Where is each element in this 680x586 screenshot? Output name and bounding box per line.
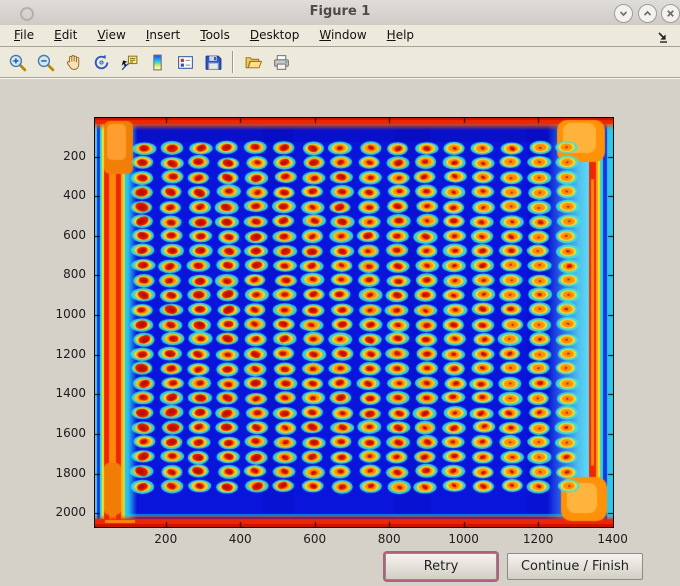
dock-arrow-icon [658,32,667,43]
titlebar[interactable]: Figure 1 [0,0,680,26]
printer-icon [273,54,289,70]
toolbar-separator [232,51,234,73]
axes-box [94,117,614,528]
dock-figure-button[interactable] [656,29,670,43]
continue-finish-button[interactable]: Continue / Finish [507,553,643,580]
y-tick-label: 1800 [55,465,86,480]
y-tick-label: 1600 [55,425,86,440]
save-figure-button[interactable] [199,48,227,76]
menubar: File Edit View Insert Tools Desktop Wind… [0,25,680,47]
x-tick-label: 1400 [597,532,628,546]
open-file-button[interactable] [239,48,267,76]
menu-desktop[interactable]: Desktop [249,28,300,42]
zoom-out-icon [37,54,54,71]
colorbar-icon [152,54,162,70]
rotate-3d-button[interactable] [87,48,115,76]
x-tick-label: 800 [377,532,401,546]
x-tick-label: 600 [303,532,327,546]
insert-legend-button[interactable] [171,48,199,76]
plot-canvas[interactable] [95,118,613,527]
y-tick-label: 1200 [55,346,86,361]
chevron-down-icon [619,11,628,17]
maximize-button[interactable] [638,4,657,23]
y-tick-label: 600 [63,227,86,242]
y-tick-label: 800 [63,267,86,282]
zoom-in-button[interactable] [3,48,31,76]
x-tick-label: 200 [154,532,178,546]
menu-file[interactable]: File [14,28,35,42]
save-floppy-icon [205,55,221,70]
y-tick-label: 400 [63,188,86,203]
zoom-out-button[interactable] [31,48,59,76]
retry-button[interactable]: Retry [385,553,497,580]
data-cursor-button[interactable] [115,48,143,76]
menu-edit[interactable]: Edit [54,28,78,42]
close-button[interactable] [661,4,680,23]
y-tick-label: 200 [63,148,86,163]
x-tick-label: 1200 [522,532,554,546]
chevron-up-icon [643,10,652,16]
menu-tools[interactable]: Tools [200,28,230,42]
menu-view[interactable]: View [97,28,126,42]
figure-toolbar [0,47,680,78]
open-folder-icon [245,56,262,68]
legend-icon [177,55,193,69]
y-tick-label: 1400 [55,386,86,401]
y-tick-label: 2000 [55,505,86,520]
menu-insert[interactable]: Insert [145,28,181,42]
menu-help[interactable]: Help [386,28,415,42]
x-tick-label: 1000 [448,532,479,546]
window-title: Figure 1 [309,4,371,19]
print-figure-button[interactable] [267,48,295,76]
insert-colorbar-button[interactable] [143,48,171,76]
x-tick-label: 400 [228,532,252,546]
y-tick-label: 1000 [55,307,86,322]
close-icon [667,10,674,17]
pan-button[interactable] [59,48,87,76]
menu-window[interactable]: Window [319,28,367,42]
minimize-button[interactable] [614,4,633,23]
pan-hand-icon [66,54,79,70]
rotate-3d-icon [94,54,108,69]
zoom-in-icon [9,54,26,71]
data-cursor-icon [121,55,137,70]
window-menu-icon[interactable] [20,7,34,21]
